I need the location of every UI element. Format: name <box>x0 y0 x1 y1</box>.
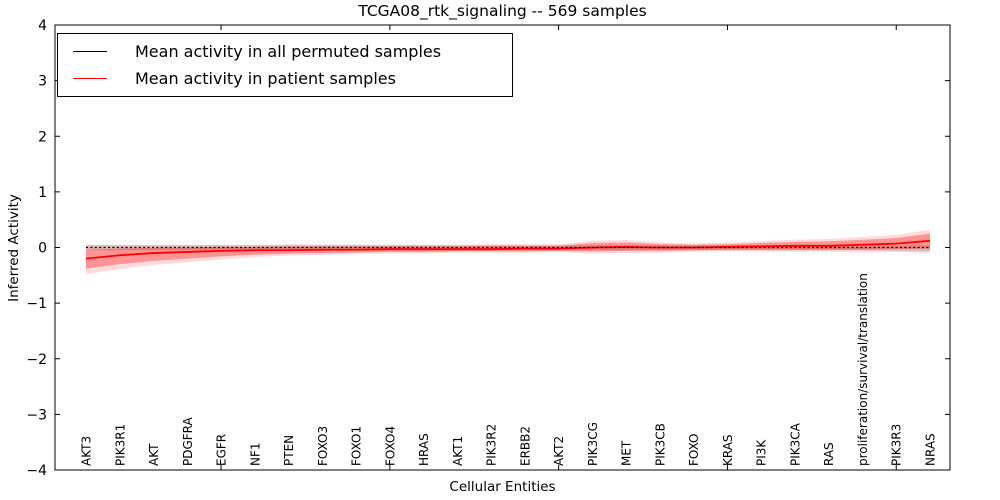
x-category-label: EGFR <box>215 434 229 466</box>
x-category-label: FOXO4 <box>383 426 397 466</box>
x-category-label: ERBB2 <box>518 426 532 466</box>
legend-line-permuted-icon <box>73 51 107 52</box>
y-tick-label: 0 <box>38 241 47 257</box>
legend-entry-patient: Mean activity in patient samples <box>73 69 512 88</box>
x-category-label: MET <box>620 440 634 466</box>
x-category-label: NF1 <box>248 442 262 466</box>
y-axis-label: Inferred Activity <box>6 194 22 302</box>
legend-line-patient-icon <box>73 78 107 79</box>
x-category-label: PIK3CA <box>788 422 802 466</box>
x-category-label: RAS <box>822 442 836 466</box>
x-category-label: PIK3CB <box>653 423 667 466</box>
x-category-label: AKT3 <box>80 436 94 466</box>
y-tick-label: −3 <box>26 407 47 423</box>
x-category-label: NRAS <box>924 433 938 466</box>
x-category-label: PTEN <box>282 435 296 466</box>
x-category-label: AKT1 <box>451 436 465 466</box>
x-category-label: PIK3R2 <box>485 424 499 466</box>
x-category-label: PIK3R1 <box>113 424 127 466</box>
y-tick-label: −4 <box>26 463 47 479</box>
legend-label-patient: Mean activity in patient samples <box>135 69 396 88</box>
x-category-label: PIK3CG <box>586 422 600 466</box>
x-category-label: AKT2 <box>552 436 566 466</box>
patient-confidence-band-outer <box>86 229 930 275</box>
x-category-label: AKT <box>147 443 161 466</box>
x-category-label: proliferation/survival/translation <box>856 273 870 466</box>
y-tick-label: 1 <box>38 185 47 201</box>
x-category-label: FOXO1 <box>350 426 364 466</box>
y-tick-label: −1 <box>26 296 47 312</box>
patient-mean-line <box>85 239 931 260</box>
x-category-label: HRAS <box>417 433 431 466</box>
x-category-label: FOXO3 <box>316 426 330 466</box>
x-category-label: PIK3R3 <box>890 424 904 466</box>
x-axis-label: Cellular Entities <box>449 479 556 495</box>
legend-entry-permuted: Mean activity in all permuted samples <box>73 42 512 61</box>
y-tick-label: 2 <box>38 129 47 145</box>
axes-frame <box>54 24 951 471</box>
patient-confidence-band <box>86 233 930 269</box>
x-category-label: KRAS <box>721 434 735 466</box>
x-category-label: FOXO <box>687 434 701 466</box>
x-category-label: PI3K <box>755 439 769 466</box>
legend-label-permuted: Mean activity in all permuted samples <box>135 42 442 61</box>
chart-title: TCGA08_rtk_signaling -- 569 samples <box>358 2 647 20</box>
y-tick-label: 3 <box>38 74 47 90</box>
y-tick-label: −2 <box>26 352 47 368</box>
x-category-label: PDGFRA <box>181 416 195 466</box>
y-tick-label: 4 <box>38 18 47 34</box>
legend: Mean activity in all permuted samples Me… <box>57 33 513 97</box>
